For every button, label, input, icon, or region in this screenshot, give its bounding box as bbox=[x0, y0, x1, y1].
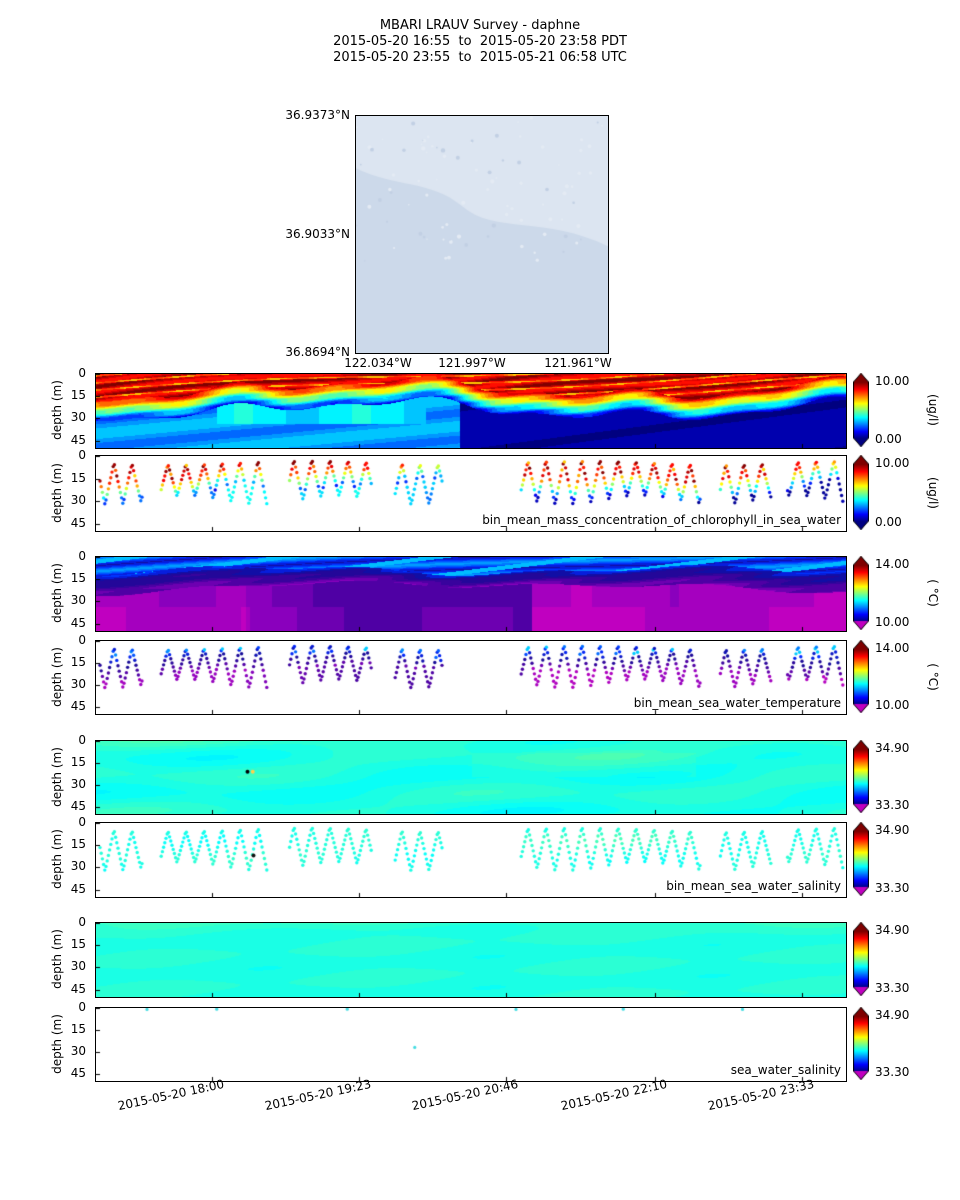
colorbar-max-label: 10.00 bbox=[875, 456, 910, 470]
y-tick-label: 0 bbox=[78, 915, 86, 929]
y-tick-label: 15 bbox=[70, 388, 86, 403]
colorbar-canvas bbox=[853, 373, 869, 447]
map-lon-label-mid: 121.997°W bbox=[438, 356, 506, 370]
variable-label: bin_mean_mass_concentration_of_chlorophy… bbox=[482, 513, 841, 527]
y-tick-label: 15 bbox=[70, 654, 86, 669]
plot-canvas bbox=[95, 556, 847, 632]
y-tick-label: 30 bbox=[70, 593, 86, 608]
y-tick-label: 0 bbox=[78, 1000, 86, 1014]
colorbar-max-label: 34.90 bbox=[875, 741, 910, 755]
y-tick-label: 45 bbox=[70, 432, 86, 447]
y-tick-label: 45 bbox=[70, 981, 86, 996]
variable-label: sea_water_salinity bbox=[730, 1063, 841, 1077]
colorbar-max-label: 10.00 bbox=[875, 374, 910, 388]
colorbar-unit-label: (ug/l) bbox=[926, 394, 940, 426]
y-tick-label: 15 bbox=[70, 837, 86, 852]
plot-canvas bbox=[95, 1007, 847, 1082]
panel-sea_water_salinity_gridded: depth (m) 0 15 30 45 34.90 33.30 bbox=[0, 915, 960, 998]
colorbar-min-label: 10.00 bbox=[875, 698, 910, 712]
panel-sea_water_salinity_binned: depth (m) 0 15 30 45 34.90 33.30 bbox=[0, 733, 960, 815]
colorbar-canvas bbox=[853, 922, 869, 996]
panel-sea_water_temperature: depth (m) 0 15 30 45 14.00 10.00( °C) bbox=[0, 549, 960, 632]
colorbar-min-label: 0.00 bbox=[875, 432, 902, 446]
plot-canvas bbox=[95, 740, 847, 815]
panel-mass_concentration_of_chlorophyll_in_sea_water: depth (m) 0 15 30 45 10.00 0.00 (ug/l) bbox=[0, 366, 960, 449]
panel-bin_mean_mass_concentration_of_chlorophyll_in_sea_water: depth (m) 0 15 30 45 10.00 0.00 (ug/l) bin_mean_… bbox=[0, 448, 960, 532]
colorbar-canvas bbox=[853, 556, 869, 630]
colorbar-canvas bbox=[853, 1007, 869, 1080]
y-tick-label: 30 bbox=[70, 676, 86, 691]
map-lat-label-bottom: 36.8694°N bbox=[285, 345, 350, 359]
plot-canvas bbox=[95, 640, 847, 715]
colorbar-max-label: 34.90 bbox=[875, 1008, 910, 1022]
colorbar-canvas bbox=[853, 822, 869, 896]
colorbar-canvas bbox=[853, 640, 869, 713]
plot-canvas bbox=[95, 455, 847, 532]
plot-canvas bbox=[95, 822, 847, 898]
figure-subtitle-pdt: 2015-05-20 16:55 to 2015-05-20 23:58 PDT bbox=[333, 34, 627, 49]
colorbar-canvas bbox=[853, 455, 869, 530]
survey-map bbox=[355, 115, 609, 354]
y-tick-label: 30 bbox=[70, 1043, 86, 1058]
plot-canvas bbox=[95, 922, 847, 998]
y-tick-label: 15 bbox=[70, 937, 86, 952]
y-tick-label: 30 bbox=[70, 776, 86, 791]
colorbar-unit-label: ( °C) bbox=[926, 662, 940, 691]
y-tick-label: 15 bbox=[70, 1021, 86, 1036]
colorbar-min-label: 33.30 bbox=[875, 981, 910, 995]
map-lon-label-right: 121.961°W bbox=[544, 356, 612, 370]
y-tick-label: 45 bbox=[70, 798, 86, 813]
y-tick-label: 0 bbox=[78, 815, 86, 829]
colorbar-max-label: 34.90 bbox=[875, 823, 910, 837]
colorbar-min-label: 33.30 bbox=[875, 881, 910, 895]
y-tick-label: 15 bbox=[70, 754, 86, 769]
y-tick-label: 30 bbox=[70, 859, 86, 874]
variable-label: bin_mean_sea_water_salinity bbox=[666, 879, 841, 893]
y-tick-label: 45 bbox=[70, 1065, 86, 1080]
y-tick-label: 15 bbox=[70, 470, 86, 485]
colorbar-max-label: 14.00 bbox=[875, 641, 910, 655]
map-lat-label-mid: 36.9033°N bbox=[285, 227, 350, 241]
y-tick-label: 45 bbox=[70, 698, 86, 713]
colorbar-unit-label: ( °C) bbox=[926, 579, 940, 607]
variable-label: bin_mean_sea_water_temperature bbox=[633, 696, 841, 710]
panel-sea_water_salinity: depth (m) 0 15 30 45 34.90 33.30 sea_water_sali… bbox=[0, 1000, 960, 1082]
y-tick-label: 0 bbox=[78, 549, 86, 563]
y-tick-label: 0 bbox=[78, 366, 86, 380]
figure-subtitle-utc: 2015-05-20 23:55 to 2015-05-21 06:58 UTC bbox=[333, 50, 627, 65]
colorbar-min-label: 33.30 bbox=[875, 798, 910, 812]
y-tick-label: 0 bbox=[78, 633, 86, 647]
y-tick-label: 0 bbox=[78, 733, 86, 747]
colorbar-min-label: 33.30 bbox=[875, 1065, 910, 1079]
y-tick-label: 30 bbox=[70, 410, 86, 425]
plot-canvas bbox=[95, 373, 847, 449]
panel-bin_mean_sea_water_temperature: depth (m) 0 15 30 45 14.00 10.00( °C) bin_mean_… bbox=[0, 633, 960, 715]
colorbar-min-label: 10.00 bbox=[875, 615, 910, 629]
y-tick-label: 45 bbox=[70, 615, 86, 630]
y-tick-label: 15 bbox=[70, 571, 86, 586]
panel-bin_mean_sea_water_salinity: depth (m) 0 15 30 45 34.90 33.30 bin_mean_sea_w… bbox=[0, 815, 960, 898]
y-tick-label: 30 bbox=[70, 959, 86, 974]
map-lat-label-top: 36.9373°N bbox=[285, 108, 350, 122]
y-tick-label: 0 bbox=[78, 448, 86, 462]
map-canvas bbox=[355, 115, 609, 354]
y-tick-label: 45 bbox=[70, 881, 86, 896]
colorbar-max-label: 14.00 bbox=[875, 557, 910, 571]
colorbar-min-label: 0.00 bbox=[875, 515, 902, 529]
y-tick-label: 45 bbox=[70, 515, 86, 530]
map-lon-label-left: 122.034°W bbox=[344, 356, 412, 370]
colorbar-canvas bbox=[853, 740, 869, 813]
colorbar-unit-label: (ug/l) bbox=[926, 476, 940, 509]
figure-title: MBARI LRAUV Survey - daphne bbox=[379, 18, 581, 33]
y-tick-label: 30 bbox=[70, 493, 86, 507]
colorbar-max-label: 34.90 bbox=[875, 923, 910, 937]
